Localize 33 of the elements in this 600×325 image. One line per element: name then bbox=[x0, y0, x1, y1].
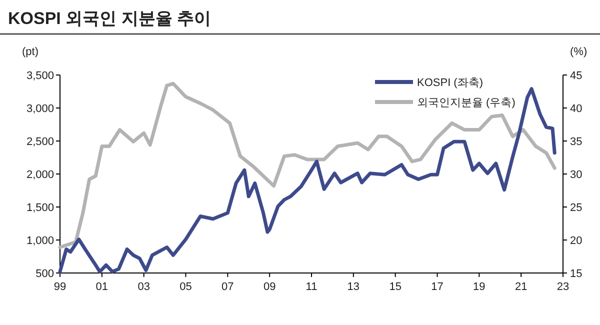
x-tick-label: 09 bbox=[263, 281, 276, 293]
legend-label: KOSPI (좌축) bbox=[417, 77, 484, 89]
y2-tick-label: 30 bbox=[570, 169, 582, 181]
x-tick-label: 05 bbox=[180, 281, 192, 293]
x-tick-label: 23 bbox=[556, 281, 570, 293]
x-tick-label: 01 bbox=[96, 281, 108, 293]
y-tick-label: 2,000 bbox=[26, 169, 54, 181]
y-axis-title: (pt) bbox=[22, 46, 38, 58]
x-tick-label: 19 bbox=[473, 281, 486, 293]
x-tick-label: 99 bbox=[54, 281, 66, 293]
y-tick-label: 3,500 bbox=[26, 70, 54, 82]
x-tick-label: 17 bbox=[431, 281, 444, 293]
y2-axis-title: (%) bbox=[570, 46, 588, 58]
title: KOSPI 외국인 지분율 추이 bbox=[8, 9, 212, 28]
y-tick-label: 3,000 bbox=[26, 103, 54, 115]
x-tick-label: 13 bbox=[347, 281, 360, 293]
x-tick-label: 21 bbox=[514, 281, 528, 293]
x-tick-label: 03 bbox=[138, 281, 150, 293]
x-tick-label: 07 bbox=[222, 281, 234, 293]
y-tick-label: 500 bbox=[36, 268, 54, 280]
y2-tick-label: 45 bbox=[570, 70, 582, 82]
line-series bbox=[58, 87, 556, 274]
legend-label: 외국인지분율 (우축) bbox=[417, 97, 516, 109]
x-tick-label: 15 bbox=[389, 281, 402, 293]
x-tick-label: 11 bbox=[306, 281, 318, 293]
y2-tick-label: 25 bbox=[570, 202, 582, 214]
y2-tick-label: 20 bbox=[570, 235, 582, 247]
y-tick-label: 1,500 bbox=[26, 202, 54, 214]
y-tick-label: 2,500 bbox=[26, 136, 54, 148]
y2-tick-label: 40 bbox=[570, 103, 582, 115]
y2-tick-label: 15 bbox=[570, 268, 582, 280]
y2-tick-label: 35 bbox=[570, 136, 582, 148]
y-tick-label: 1,000 bbox=[26, 235, 54, 247]
